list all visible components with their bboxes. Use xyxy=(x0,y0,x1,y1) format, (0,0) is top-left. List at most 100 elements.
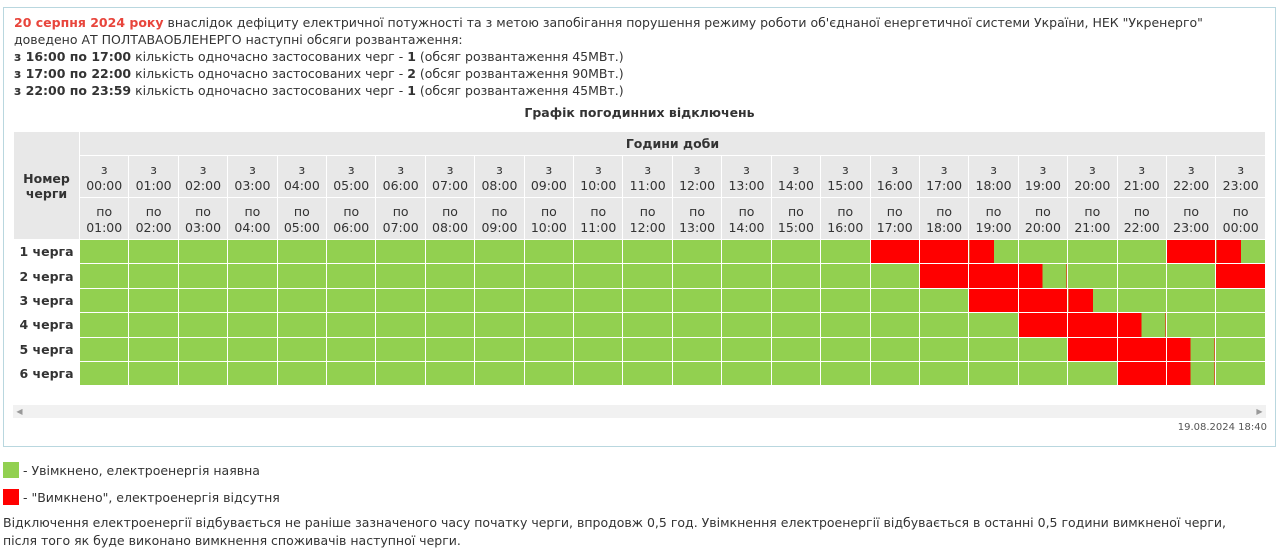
from-prefix: з xyxy=(446,161,454,177)
to-prefix: по xyxy=(540,203,557,219)
power-on-cell xyxy=(770,312,822,338)
hour-to: по 12:00 xyxy=(622,197,673,240)
from-time: 00:00 xyxy=(86,177,123,193)
to-time: 15:00 xyxy=(777,219,814,235)
to-prefix: по xyxy=(936,203,953,219)
power-on-cell xyxy=(474,312,525,338)
power-on-cell xyxy=(968,312,1019,338)
power-on-cell xyxy=(820,263,871,289)
scroll-right-icon[interactable]: ▶ xyxy=(1256,407,1263,416)
hour-from: з 01:00 xyxy=(128,155,179,198)
hour-from: з 13:00 xyxy=(721,155,772,198)
to-prefix: по xyxy=(590,203,607,219)
hour-to: по 04:00 xyxy=(227,197,278,240)
power-on-cell xyxy=(128,312,179,338)
to-prefix: по xyxy=(1133,203,1150,219)
from-prefix: з xyxy=(397,161,404,177)
hour-from: з 05:00 xyxy=(326,155,377,198)
intro-line-volume: (обсяг розвантаження 45МВт.) xyxy=(415,83,624,98)
power-on-cell xyxy=(1215,360,1266,387)
power-on-cell xyxy=(128,238,179,265)
power-on-cell xyxy=(968,336,1019,362)
power-on-cell xyxy=(375,336,426,362)
power-off-cell xyxy=(968,263,1019,289)
power-on-cell xyxy=(424,263,476,289)
to-time: 21:00 xyxy=(1074,219,1111,235)
hour-to: по 18:00 xyxy=(918,197,970,240)
from-time: 13:00 xyxy=(728,177,765,193)
to-prefix: по xyxy=(639,203,656,219)
from-time: 07:00 xyxy=(432,177,469,193)
hour-to: по 19:00 xyxy=(968,197,1019,240)
power-on-cell xyxy=(1165,312,1217,338)
power-on-cell xyxy=(622,360,673,387)
hour-from: з 20:00 xyxy=(1067,155,1118,198)
power-on-cell xyxy=(375,360,426,387)
to-time: 13:00 xyxy=(679,219,716,235)
power-on-cell xyxy=(177,360,229,387)
power-off-cell xyxy=(918,238,970,265)
to-time: 06:00 xyxy=(333,219,370,235)
from-prefix: з xyxy=(298,161,306,177)
queue-row: 1 черга xyxy=(13,238,1266,265)
to-prefix: по xyxy=(343,203,360,219)
power-on-cell xyxy=(276,312,328,338)
power-on-cell xyxy=(671,360,723,387)
from-time: 12:00 xyxy=(679,177,716,193)
from-time: 14:00 xyxy=(777,177,814,193)
power-on-cell xyxy=(424,287,476,314)
to-prefix: по xyxy=(195,203,211,219)
hours-header: Години доби xyxy=(79,131,1266,156)
intro-line: з 17:00 по 22:00 кількість одночасно зас… xyxy=(14,65,1264,82)
hour-from: з 12:00 xyxy=(671,155,723,198)
queue-label: 6 черга xyxy=(13,360,80,387)
power-on-cell xyxy=(375,312,426,338)
power-on-cell xyxy=(1215,287,1266,314)
to-time: 19:00 xyxy=(975,219,1012,235)
queue-label: 4 черга xyxy=(13,312,80,338)
power-on-cell xyxy=(227,238,278,265)
to-prefix: по xyxy=(293,203,310,219)
queue-label: 2 черга xyxy=(13,263,80,289)
legend-on-label: - Увімкнено, електроенергія наявна xyxy=(23,462,260,478)
to-prefix: по xyxy=(392,203,409,219)
from-time: 02:00 xyxy=(185,177,222,193)
power-on-cell xyxy=(523,238,575,265)
hour-from: з 15:00 xyxy=(820,155,871,198)
to-prefix: по xyxy=(985,203,1002,219)
scroll-left-icon[interactable]: ◀ xyxy=(16,407,23,416)
power-on-cell xyxy=(721,336,772,362)
hour-to: по 15:00 xyxy=(770,197,822,240)
power-on-cell xyxy=(78,312,130,338)
from-time: 08:00 xyxy=(481,177,518,193)
hour-from: з 14:00 xyxy=(770,155,822,198)
power-on-cell xyxy=(128,360,179,387)
hour-to: по 13:00 xyxy=(671,197,723,240)
power-on-cell xyxy=(474,336,525,362)
intro-body: внаслідок дефіциту електричної потужност… xyxy=(14,15,1203,47)
power-on-cell xyxy=(820,336,871,362)
power-on-cell xyxy=(820,287,871,314)
from-prefix: з xyxy=(940,161,948,177)
power-on-cell xyxy=(78,336,130,362)
power-on-cell xyxy=(523,336,575,362)
from-time: 22:00 xyxy=(1173,177,1210,193)
power-on-cell xyxy=(671,263,723,289)
from-prefix: з xyxy=(1039,161,1047,177)
hour-to: по 20:00 xyxy=(1017,197,1069,240)
from-time: 10:00 xyxy=(580,177,617,193)
from-time: 18:00 xyxy=(975,177,1012,193)
power-on-cell xyxy=(523,263,575,289)
horizontal-scrollbar[interactable]: ◀ ▶ xyxy=(13,405,1266,418)
from-time: 19:00 xyxy=(1024,177,1061,193)
queue-label: 1 черга xyxy=(13,238,80,265)
from-prefix: з xyxy=(496,161,503,177)
to-time: 12:00 xyxy=(629,219,666,235)
power-on-cell xyxy=(622,238,673,265)
hour-to: по 03:00 xyxy=(177,197,229,240)
hour-from: з 21:00 xyxy=(1116,155,1167,198)
power-on-cell xyxy=(227,287,278,314)
to-prefix: по xyxy=(787,203,804,219)
to-prefix: по xyxy=(837,203,854,219)
from-prefix: з xyxy=(1237,161,1244,177)
